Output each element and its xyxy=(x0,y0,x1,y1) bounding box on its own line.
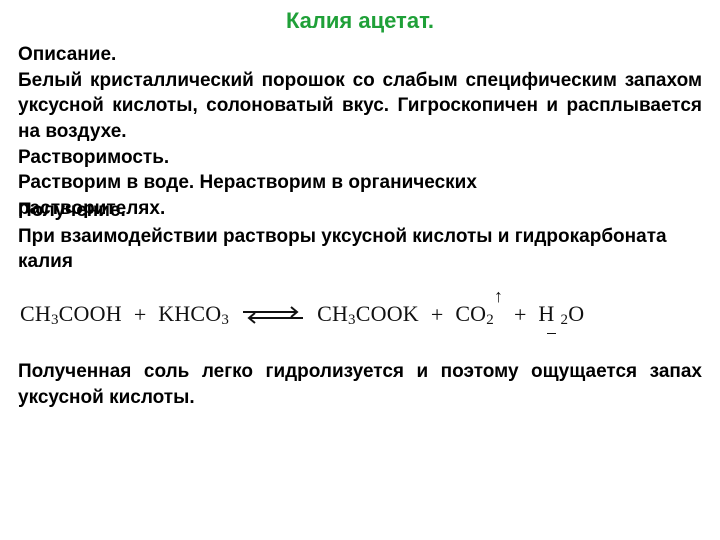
solubility-heading: Растворимость. xyxy=(18,145,702,171)
closing-body: Полученная соль легко гидролизуется и по… xyxy=(18,359,702,410)
eq-reactant-2: KHCO3 xyxy=(158,301,229,329)
eq-text: CH xyxy=(20,301,51,326)
eq-product-1: CH3COOK xyxy=(317,301,419,329)
eq-equilibrium-arrow xyxy=(241,304,305,326)
eq-text: O xyxy=(568,301,584,326)
chemical-equation: CH3COOH + KHCO3 CH3COOK + CO2↑ + H2O xyxy=(18,301,702,329)
description-body: Белый кристаллический порошок со слабым … xyxy=(18,68,702,145)
underline-mark xyxy=(547,333,556,334)
page-title: Калия ацетат. xyxy=(18,8,702,34)
eq-text: CO xyxy=(455,301,486,326)
gas-arrow-icon: ↑ xyxy=(494,287,503,305)
eq-sub: 3 xyxy=(51,312,59,328)
eq-reactant-1: CH3COOH xyxy=(20,301,122,329)
eq-plus: + xyxy=(514,302,526,328)
preparation-body: При взаимодействии растворы уксусной кис… xyxy=(18,224,702,275)
eq-text: H xyxy=(538,301,554,326)
eq-plus: + xyxy=(134,302,146,328)
page-root: Калия ацетат. Описание. Белый кристаллич… xyxy=(0,0,720,540)
overlapping-lines: растворителях. Получение. xyxy=(18,196,702,224)
eq-sub: 3 xyxy=(348,312,356,328)
eq-sub: 2 xyxy=(486,312,494,328)
description-heading: Описание. xyxy=(18,42,702,68)
solubility-body-line1: Растворим в воде. Нерастворим в органиче… xyxy=(18,170,702,196)
eq-product-3: H2O xyxy=(538,301,584,329)
eq-text: CH xyxy=(317,301,348,326)
preparation-heading: Получение. xyxy=(18,198,126,224)
eq-text: COOH xyxy=(59,301,122,326)
eq-text: KHCO xyxy=(158,301,221,326)
eq-plus: + xyxy=(431,302,443,328)
eq-product-2: CO2↑ xyxy=(455,301,494,329)
eq-text: COOK xyxy=(356,301,419,326)
eq-sub: 3 xyxy=(221,312,229,328)
